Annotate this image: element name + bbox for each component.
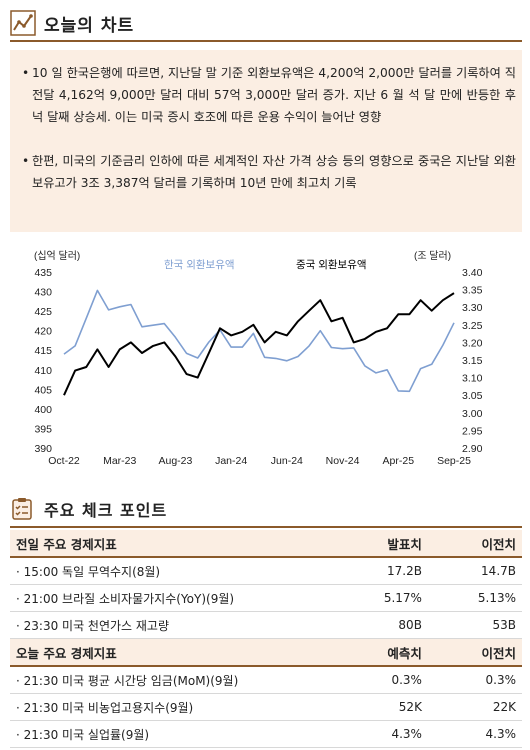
left-tick-label: 395 xyxy=(34,423,52,435)
bullet-dot: • xyxy=(22,154,30,168)
right-tick-label: 3.05 xyxy=(462,390,483,402)
right-tick-label: 2.95 xyxy=(462,425,483,437)
right-tick-label: 3.15 xyxy=(462,355,483,367)
x-tick-label: Jan-24 xyxy=(215,455,247,467)
right-tick-label: 3.25 xyxy=(462,320,483,332)
right-tick-label: 3.00 xyxy=(462,408,483,420)
table-header-row: 전일 주요 경제지표 발표치 이전치 xyxy=(10,530,522,558)
chart-svg: (십억 달러) (조 달러) 한국 외환보유액 중국 외환보유액 390 395 400 40… xyxy=(34,250,483,467)
indicator-previous: 0.3% xyxy=(427,666,522,694)
indicator-name: · 21:30 미국 비농업고용지수(9월) xyxy=(10,693,325,721)
todays-chart-header: 오늘의 차트 xyxy=(10,6,522,40)
indicator-actual: 5.17% xyxy=(324,584,428,612)
x-tick-label: Aug-23 xyxy=(158,455,192,467)
table-row: · 15:00 독일 무역수지(8월) 17.2B 14.7B xyxy=(10,557,522,585)
x-tick-label: Apr-25 xyxy=(383,455,415,467)
left-tick-label: 430 xyxy=(34,287,52,299)
summary-text: 한편, 미국의 기준금리 인하에 따른 세계적인 자산 가격 상승 등의 영향으… xyxy=(32,154,516,190)
header-forecast: 예측치 xyxy=(324,638,428,667)
indicator-previous: 5.13% xyxy=(427,584,522,612)
indicator-name: · 15:00 독일 무역수지(8월) xyxy=(10,557,325,585)
table-row: · 21:30 미국 비농업고용지수(9월) 52K 22K xyxy=(10,693,522,721)
x-tick-label: Mar-23 xyxy=(103,455,136,467)
left-tick-label: 400 xyxy=(34,404,52,416)
indicator-name: · 21:00 브라질 소비자물가지수(YoY)(9월) xyxy=(10,584,325,612)
table-row: · 21:30 미국 평균 시간당 임금(MoM)(9월) 0.3% 0.3% xyxy=(10,666,522,694)
indicator-name: · 23:30 미국 천연가스 재고량 xyxy=(10,611,325,639)
header-actual: 발표치 xyxy=(324,530,428,558)
indicator-previous: 4.3% xyxy=(427,720,522,748)
right-tick-label: 3.40 xyxy=(462,267,483,279)
x-tick-label: Oct-22 xyxy=(48,455,80,467)
china-reserves-line xyxy=(63,292,455,396)
table-header-row: 오늘 주요 경제지표 예측치 이전치 xyxy=(10,638,522,667)
bullet-dot: • xyxy=(22,66,30,80)
x-tick-label: Sep-25 xyxy=(437,455,471,467)
indicator-previous: 14.7B xyxy=(427,557,522,585)
table-row: · 21:00 브라질 소비자물가지수(YoY)(9월) 5.17% 5.13% xyxy=(10,584,522,612)
legend-korea: 한국 외환보유액 xyxy=(164,259,235,271)
summary-panel: • 10 일 한국은행에 따르면, 지난달 말 기준 외환보유액은 4,200억… xyxy=(10,50,522,232)
indicator-actual: 80B xyxy=(324,611,428,639)
right-axis-unit: (조 달러) xyxy=(414,250,451,262)
indicator-forecast: 0.3% xyxy=(324,666,428,694)
section-title: 주요 체크 포인트 xyxy=(44,501,168,520)
section-title: 오늘의 차트 xyxy=(44,15,135,36)
left-axis-unit: (십억 달러) xyxy=(34,250,80,262)
indicator-previous: 22K xyxy=(427,693,522,721)
indicator-name: · 21:30 미국 평균 시간당 임금(MoM)(9월) xyxy=(10,666,325,694)
left-tick-label: 420 xyxy=(34,326,52,338)
checklist-icon xyxy=(12,498,32,520)
right-tick-label: 3.20 xyxy=(462,337,483,349)
right-tick-label: 3.30 xyxy=(462,302,483,314)
right-tick-label: 2.90 xyxy=(462,443,483,455)
header-label: 전일 주요 경제지표 xyxy=(10,530,325,558)
indicator-forecast: 4.3% xyxy=(324,720,428,748)
header-previous: 이전치 xyxy=(427,530,522,558)
header-previous: 이전치 xyxy=(427,638,522,667)
left-tick-label: 415 xyxy=(34,345,52,357)
left-tick-label: 405 xyxy=(34,384,52,396)
left-tick-label: 410 xyxy=(34,365,52,377)
x-tick-label: Jun-24 xyxy=(271,455,303,467)
left-tick-label: 390 xyxy=(34,443,52,455)
table-row: · 21:30 미국 실업률(9월) 4.3% 4.3% xyxy=(10,720,522,748)
indicators-table: 전일 주요 경제지표 발표치 이전치 · 15:00 독일 무역수지(8월) 1… xyxy=(10,530,522,748)
header-label: 오늘 주요 경제지표 xyxy=(10,638,325,667)
indicator-previous: 53B xyxy=(427,611,522,639)
summary-text: 10 일 한국은행에 따르면, 지난달 말 기준 외환보유액은 4,200억 2… xyxy=(32,66,516,124)
right-tick-label: 3.10 xyxy=(462,373,483,385)
summary-bullet: • 한편, 미국의 기준금리 인하에 따른 세계적인 자산 가격 상승 등의 영… xyxy=(22,150,516,194)
x-tick-label: Nov-24 xyxy=(326,455,360,467)
indicator-actual: 17.2B xyxy=(324,557,428,585)
indicator-forecast: 52K xyxy=(324,693,428,721)
indicator-name: · 21:30 미국 실업률(9월) xyxy=(10,720,325,748)
korea-reserves-line xyxy=(63,289,455,393)
fx-reserves-chart: (십억 달러) (조 달러) 한국 외환보유액 중국 외환보유액 390 395 400 40… xyxy=(10,234,522,476)
line-chart-icon xyxy=(10,10,36,36)
left-tick-label: 435 xyxy=(34,267,52,279)
left-tick-label: 425 xyxy=(34,306,52,318)
summary-bullet: • 10 일 한국은행에 따르면, 지난달 말 기준 외환보유액은 4,200억… xyxy=(22,62,516,128)
divider xyxy=(10,526,522,528)
table-row: · 23:30 미국 천연가스 재고량 80B 53B xyxy=(10,611,522,639)
right-tick-label: 3.35 xyxy=(462,285,483,297)
checkpoints-header: 주요 체크 포인트 xyxy=(10,494,522,524)
divider xyxy=(10,40,522,42)
legend-china: 중국 외환보유액 xyxy=(296,259,367,271)
